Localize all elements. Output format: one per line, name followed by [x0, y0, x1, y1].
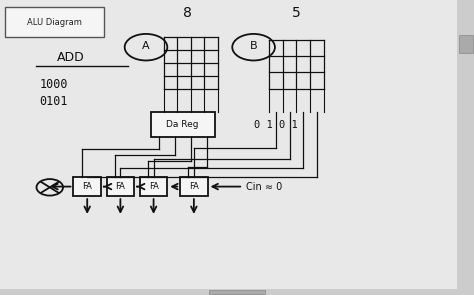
- Text: B: B: [250, 41, 257, 51]
- Bar: [209, 290, 265, 294]
- Text: FA: FA: [189, 182, 199, 191]
- Bar: [151, 112, 215, 137]
- Bar: [140, 177, 167, 196]
- Text: FA: FA: [116, 182, 125, 191]
- Text: FA: FA: [82, 182, 92, 191]
- Bar: [459, 35, 473, 53]
- Text: 0 1 0 1: 0 1 0 1: [254, 120, 297, 130]
- Text: A: A: [142, 41, 150, 51]
- Text: 8: 8: [183, 6, 191, 20]
- Text: 0101: 0101: [39, 95, 68, 108]
- Bar: [73, 177, 101, 196]
- Text: FA: FA: [149, 182, 158, 191]
- Text: ALU Diagram: ALU Diagram: [27, 18, 82, 27]
- Text: 1000: 1000: [39, 78, 68, 91]
- Text: Cin ≈ 0: Cin ≈ 0: [246, 182, 282, 191]
- Text: 5: 5: [292, 6, 301, 20]
- FancyBboxPatch shape: [5, 7, 104, 37]
- Text: Da Reg: Da Reg: [166, 120, 199, 129]
- Bar: [0, 289, 474, 295]
- Text: ADD: ADD: [57, 51, 85, 64]
- Bar: [107, 177, 134, 196]
- Bar: [457, 0, 474, 295]
- Bar: [180, 177, 208, 196]
